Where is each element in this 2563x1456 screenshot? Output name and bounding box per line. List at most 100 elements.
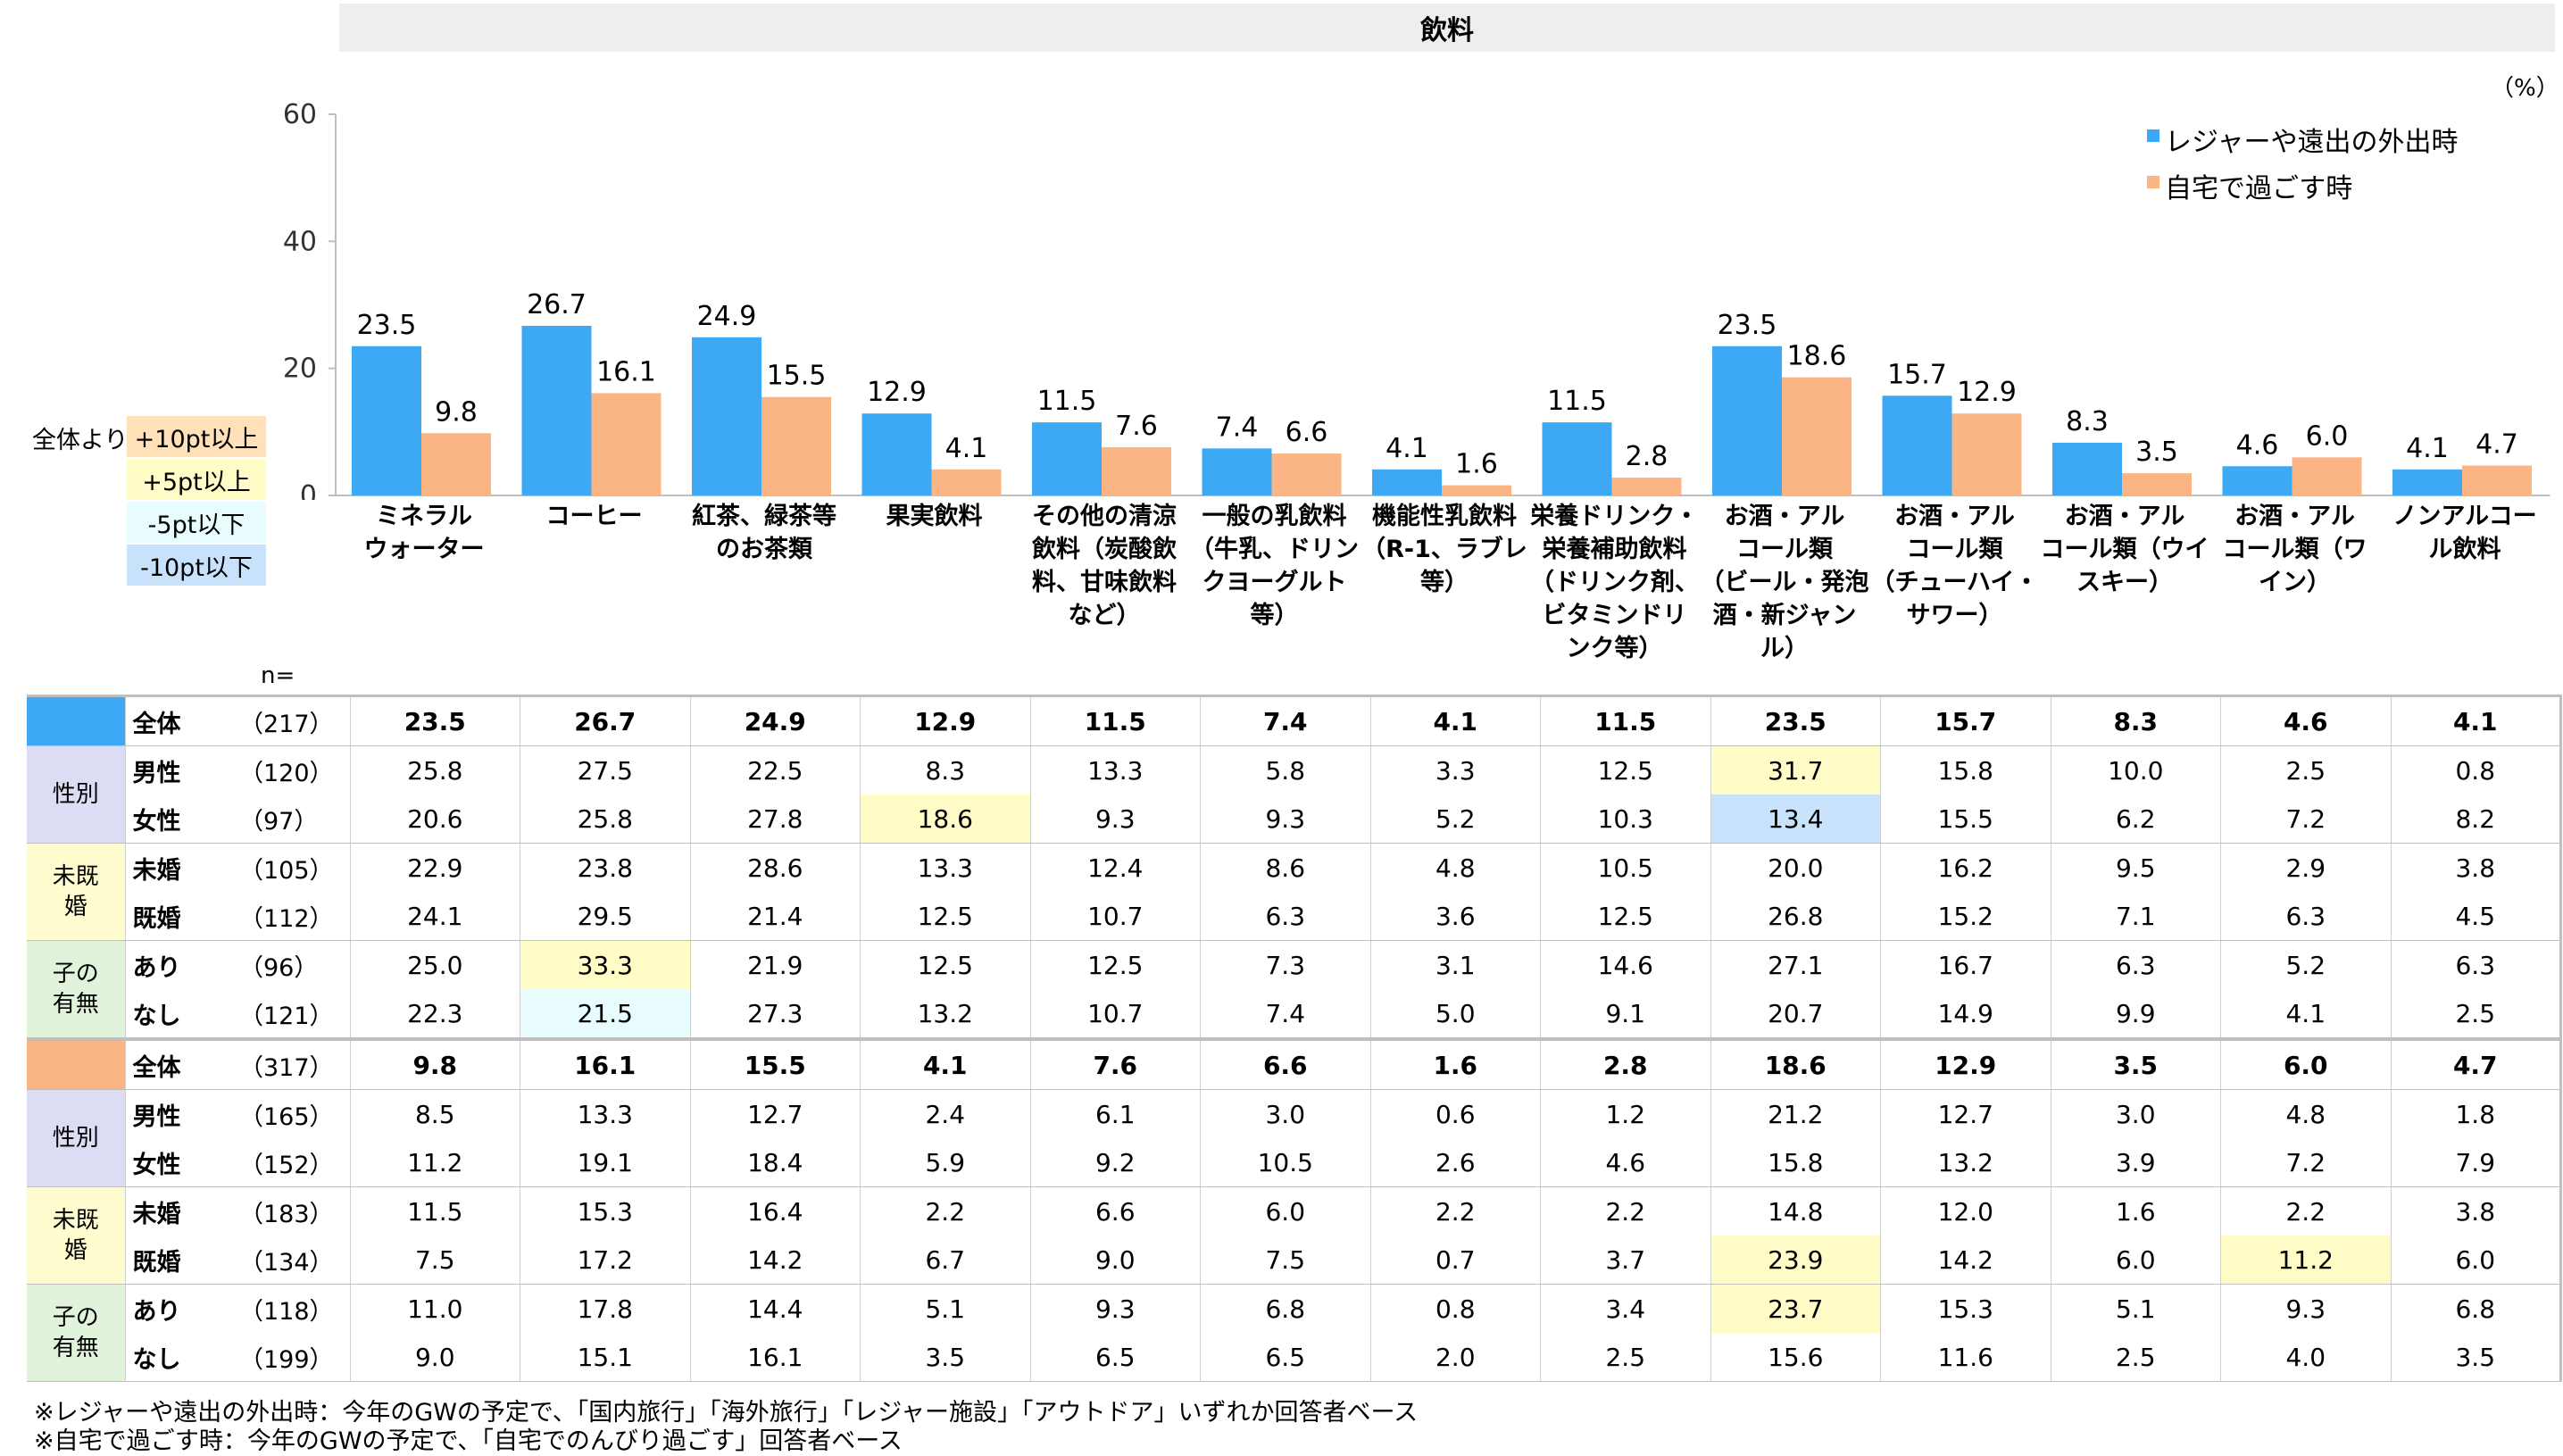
bar bbox=[1712, 345, 1782, 495]
cell: 11.5 bbox=[1030, 695, 1201, 746]
cell: 3.0 bbox=[2051, 1089, 2221, 1138]
category-label-line: イン） bbox=[2259, 569, 2331, 596]
row-label: 既婚 bbox=[125, 892, 239, 941]
row-label: 既婚 bbox=[125, 1236, 239, 1285]
row-n: （121） bbox=[239, 989, 351, 1041]
bar-data-label: 6.6 bbox=[1286, 417, 1328, 448]
cell: 3.9 bbox=[2051, 1138, 2221, 1187]
category-label-line: ウォーター bbox=[363, 536, 485, 563]
bar bbox=[421, 433, 491, 495]
cell: 18.6 bbox=[860, 795, 1031, 844]
bar bbox=[931, 469, 1002, 495]
cell: 6.1 bbox=[1030, 1089, 1201, 1138]
cell: 4.7 bbox=[2391, 1039, 2562, 1090]
bar bbox=[1951, 413, 2022, 495]
cell: 14.8 bbox=[1710, 1186, 1881, 1236]
cell: 6.6 bbox=[1030, 1186, 1201, 1236]
cell: 5.0 bbox=[1370, 989, 1541, 1041]
bar-chart: 0 20 40 60 23.5 9.8 26.7 16.1 24.9 15.5 12.9 4.1 11.… bbox=[283, 99, 2551, 500]
cell: 11.0 bbox=[350, 1284, 520, 1333]
cell: 7.5 bbox=[350, 1236, 520, 1285]
cell: 15.3 bbox=[520, 1186, 691, 1236]
category-label-line: コール類 bbox=[1906, 536, 2003, 563]
cell: 28.6 bbox=[690, 843, 861, 892]
bar-data-label: 26.7 bbox=[527, 289, 587, 320]
group-label: 性別 bbox=[27, 1089, 126, 1187]
cell: 4.1 bbox=[2391, 695, 2562, 746]
cell: 27.8 bbox=[690, 795, 861, 844]
table-row: 未既婚 未婚 （183） 11.5 15.3 16.4 2.2 6.6 6.0 2.2 2.2 14.… bbox=[27, 1186, 2562, 1285]
cell: 6.2 bbox=[2051, 795, 2221, 844]
cell: 15.5 bbox=[690, 1039, 861, 1090]
bar bbox=[1202, 448, 1272, 495]
bar-data-label: 16.1 bbox=[596, 356, 656, 387]
cell: 2.2 bbox=[1540, 1186, 1711, 1236]
cell: 2.4 bbox=[860, 1089, 1031, 1138]
row-label: 男性 bbox=[132, 1102, 181, 1131]
category-label-line: 等） bbox=[1420, 569, 1469, 596]
category-label: ノンアルコー ル飲料 bbox=[2380, 500, 2550, 566]
cell: 6.8 bbox=[2391, 1284, 2562, 1333]
cell: 8.5 bbox=[350, 1089, 520, 1138]
bar bbox=[2292, 457, 2362, 495]
row-label: 女性 bbox=[125, 1138, 239, 1187]
category-label-line: 等） bbox=[1250, 602, 1299, 629]
cell: 6.5 bbox=[1200, 1333, 1371, 1382]
cell: 2.2 bbox=[1370, 1186, 1541, 1236]
cell: 1.6 bbox=[2051, 1186, 2221, 1236]
cell: 2.8 bbox=[1540, 1039, 1711, 1090]
cell: 25.8 bbox=[520, 795, 691, 844]
bar-data-label: 2.8 bbox=[1626, 441, 1668, 472]
bar bbox=[352, 345, 421, 495]
category-label-line: コーヒー bbox=[545, 503, 643, 530]
cell: 25.0 bbox=[350, 940, 520, 989]
cell: 5.2 bbox=[2220, 940, 2392, 989]
bar bbox=[2222, 466, 2293, 495]
bar-data-label: 15.7 bbox=[1887, 359, 1947, 390]
y-tick-label: 40 bbox=[283, 226, 317, 257]
cell: 12.5 bbox=[1540, 892, 1711, 941]
cell: 11.2 bbox=[2220, 1236, 2392, 1285]
row-label: なし bbox=[125, 989, 239, 1041]
group-label: 性別 bbox=[27, 745, 126, 844]
category-label-line: 一般の乳飲料 bbox=[1202, 503, 1347, 530]
row-label: なし bbox=[125, 1333, 239, 1382]
row-label: 全体 bbox=[125, 1039, 239, 1090]
category-label-line: コール類 bbox=[1736, 536, 1833, 563]
cell: 1.6 bbox=[1370, 1039, 1541, 1090]
bar-data-label: 4.1 bbox=[2406, 433, 2449, 464]
y-tick-label: 20 bbox=[283, 354, 317, 385]
cell: 16.1 bbox=[690, 1333, 861, 1382]
cell: 3.0 bbox=[1200, 1089, 1371, 1138]
cell: 22.9 bbox=[350, 843, 520, 892]
category-label-line: 酒・新ジャン bbox=[1712, 602, 1857, 629]
cell: 7.4 bbox=[1200, 989, 1371, 1041]
cell: 12.0 bbox=[1880, 1186, 2051, 1236]
cell: 2.6 bbox=[1370, 1138, 1541, 1187]
cell: 4.8 bbox=[1370, 843, 1541, 892]
table-row: なし （121） 22.3 21.5 27.3 13.2 10.7 7.4 5.0 9.1 20.7… bbox=[27, 989, 2562, 1041]
cell: 9.2 bbox=[1030, 1138, 1201, 1187]
cell: 4.6 bbox=[1540, 1138, 1711, 1187]
cell: 9.3 bbox=[2220, 1284, 2392, 1333]
cell: 16.7 bbox=[1880, 940, 2051, 989]
category-label-line: （ビール・発泡 bbox=[1700, 569, 1869, 596]
cell: 12.5 bbox=[860, 892, 1031, 941]
cell: 3.4 bbox=[1540, 1284, 1711, 1333]
cell: 11.5 bbox=[1540, 695, 1711, 746]
category-label: 機能性乳飲料 （R-1、ラブレ 等） bbox=[1360, 500, 1529, 599]
cell: 2.2 bbox=[860, 1186, 1031, 1236]
category-label-line: ル飲料 bbox=[2428, 536, 2501, 563]
category-label-line: （チューハイ・ bbox=[1870, 569, 2039, 596]
cell: 9.5 bbox=[2051, 843, 2221, 892]
cell: 4.6 bbox=[2220, 695, 2392, 746]
cell: 8.3 bbox=[2051, 695, 2221, 746]
cell: 3.7 bbox=[1540, 1236, 1711, 1285]
cell: 20.0 bbox=[1710, 843, 1881, 892]
cell: 6.0 bbox=[2051, 1236, 2221, 1285]
cell: 6.3 bbox=[2220, 892, 2392, 941]
bar-data-label: 4.1 bbox=[1386, 433, 1428, 464]
bar bbox=[2052, 442, 2122, 495]
row-n: （317） bbox=[239, 1039, 351, 1090]
bar bbox=[1271, 453, 1342, 495]
